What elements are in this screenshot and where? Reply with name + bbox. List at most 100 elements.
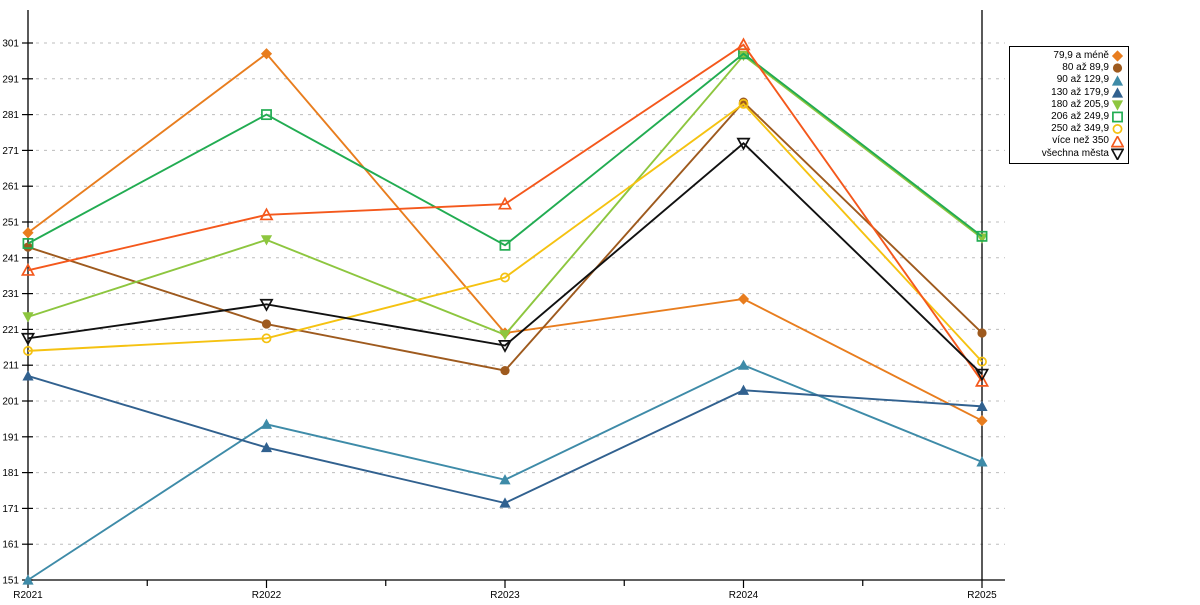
y-tick-label: 261	[2, 182, 19, 193]
triangle-up-open-icon	[974, 373, 990, 387]
square-open-icon	[499, 239, 511, 251]
circle-filled-icon	[261, 319, 272, 329]
legend-label: 130 až 179,9	[1051, 86, 1109, 98]
legend-label: 80 až 89,9	[1062, 62, 1109, 74]
legend-item: 250 až 349,9	[1014, 123, 1124, 135]
triangle-up-open-icon	[259, 207, 274, 221]
triangle-up-filled-icon	[499, 474, 511, 485]
series-6	[22, 48, 988, 251]
y-tick-label: 181	[2, 468, 19, 479]
legend-label: všechna města	[1041, 147, 1109, 159]
triangle-up-open-icon	[497, 196, 513, 210]
diamond-filled-icon	[976, 415, 988, 427]
series-9	[20, 137, 990, 382]
diamond-filled-icon	[22, 227, 34, 239]
series-line	[27, 102, 983, 363]
legend-item: více než 350	[1014, 135, 1124, 147]
legend-item: všechna města	[1014, 148, 1124, 160]
series-line	[27, 43, 983, 382]
triangle-up-filled-icon	[976, 400, 988, 411]
triangle-down-open-icon	[20, 332, 36, 346]
triangle-down-open-icon	[974, 368, 990, 382]
x-tick-label: R2024	[729, 590, 759, 600]
triangle-down-filled-icon	[1111, 100, 1124, 111]
y-tick-label: 271	[2, 146, 19, 157]
legend-item: 130 až 179,9	[1014, 87, 1124, 99]
triangle-up-open-icon	[1111, 135, 1124, 147]
triangle-up-filled-icon	[976, 456, 988, 467]
circle-open-icon	[1112, 124, 1123, 135]
y-tick-label: 161	[2, 540, 19, 551]
legend-item: 79,9 a méně	[1014, 50, 1124, 62]
circle-open-icon	[500, 272, 510, 283]
triangle-down-open-icon	[736, 137, 751, 151]
diamond-filled-icon	[1111, 50, 1124, 62]
circle-filled-icon	[1112, 63, 1123, 73]
triangle-up-open-icon	[736, 37, 751, 51]
triangle-up-filled-icon	[1111, 87, 1124, 98]
triangle-up-filled-icon	[22, 370, 34, 381]
circle-open-icon	[738, 98, 749, 109]
circle-open-icon	[261, 333, 272, 344]
y-tick-label: 211	[3, 361, 19, 372]
series-7	[23, 98, 987, 367]
y-tick-label: 171	[2, 504, 19, 515]
legend-label: 206 až 249,9	[1051, 111, 1109, 123]
triangle-down-open-icon	[1111, 148, 1124, 160]
triangle-up-filled-icon	[737, 359, 750, 370]
diamond-filled-icon	[737, 293, 750, 305]
legend-item: 90 až 129,9	[1014, 74, 1124, 86]
triangle-down-filled-icon	[737, 50, 750, 62]
y-tick-label: 151	[2, 576, 19, 587]
series-line	[27, 52, 983, 247]
series-line	[27, 141, 983, 375]
legend-label: 90 až 129,9	[1056, 74, 1109, 86]
circle-filled-icon	[23, 242, 33, 252]
circle-filled-icon	[977, 328, 987, 338]
triangle-up-filled-icon	[22, 574, 34, 585]
triangle-down-open-icon	[259, 298, 274, 312]
legend-item: 206 až 249,9	[1014, 111, 1124, 123]
y-tick-label: 231	[2, 289, 19, 300]
series-8	[20, 37, 990, 387]
y-tick-label: 281	[2, 110, 19, 121]
legend-item: 80 až 89,9	[1014, 62, 1124, 74]
y-tick-label: 291	[2, 74, 19, 85]
legend-item: 180 až 205,9	[1014, 99, 1124, 111]
circle-filled-icon	[500, 365, 510, 376]
legend-label: více než 350	[1052, 135, 1109, 147]
legend-label: 250 až 349,9	[1051, 123, 1109, 135]
triangle-up-filled-icon	[1111, 74, 1124, 86]
x-tick-label: R2022	[252, 590, 282, 600]
triangle-up-filled-icon	[737, 384, 750, 395]
x-tick-label: R2023	[490, 590, 520, 600]
circle-open-icon	[977, 356, 987, 367]
square-open-icon	[22, 238, 34, 249]
square-open-icon	[976, 230, 988, 242]
triangle-up-filled-icon	[260, 441, 273, 453]
series-4	[22, 370, 988, 508]
series-5	[22, 50, 988, 341]
square-open-icon	[1112, 111, 1123, 123]
triangle-down-filled-icon	[976, 233, 988, 244]
triangle-up-filled-icon	[499, 497, 511, 508]
series-3	[22, 359, 988, 585]
diamond-filled-icon	[260, 48, 273, 60]
circle-open-icon	[23, 345, 33, 356]
y-tick-label: 201	[2, 397, 19, 408]
y-tick-label: 221	[2, 325, 19, 336]
x-tick-label: R2021	[13, 590, 43, 600]
square-open-icon	[261, 109, 272, 121]
legend-label: 79,9 a méně	[1053, 50, 1109, 61]
triangle-down-filled-icon	[260, 235, 273, 246]
legend-label: 180 až 205,9	[1051, 98, 1109, 110]
triangle-up-open-icon	[20, 262, 36, 276]
triangle-down-filled-icon	[22, 312, 34, 323]
x-tick-label: R2025	[967, 590, 997, 600]
y-tick-label: 251	[2, 218, 19, 229]
triangle-up-filled-icon	[260, 418, 273, 429]
y-tick-label: 191	[2, 432, 19, 443]
triangle-down-filled-icon	[499, 330, 511, 341]
